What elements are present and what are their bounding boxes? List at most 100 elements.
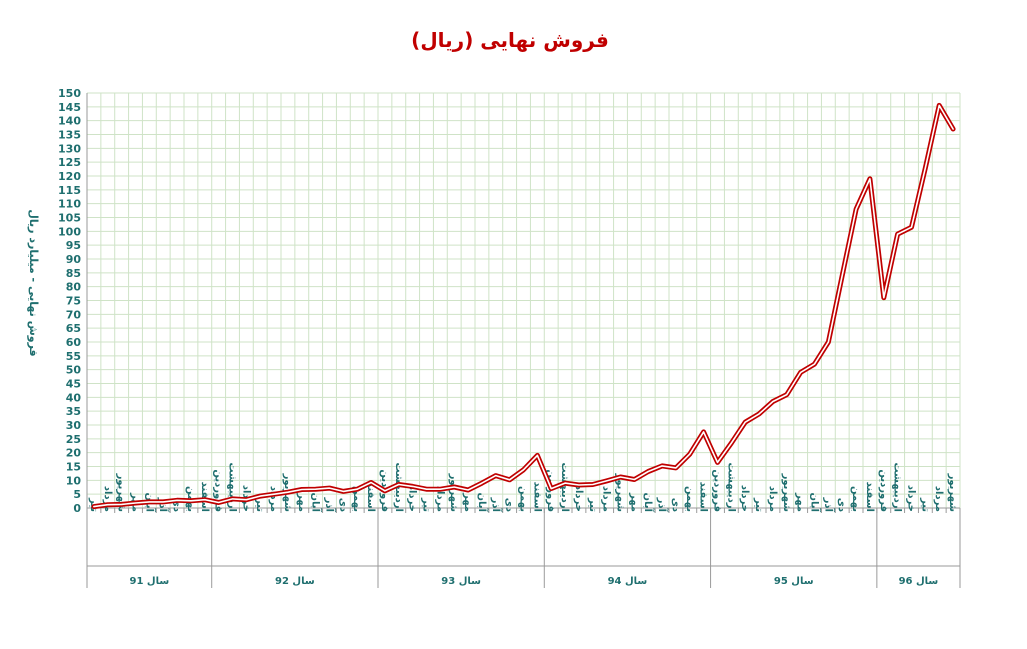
x-tick-label: شهریور: [116, 473, 127, 513]
y-tick-label: 135: [58, 129, 81, 142]
y-tick-label: 85: [66, 267, 81, 280]
y-tick-label: 55: [66, 350, 81, 363]
year-group-label: سال 94: [608, 576, 648, 587]
x-tick-label: مرداد: [102, 486, 113, 512]
x-tick-label: مرداد: [601, 486, 612, 512]
year-group-label: سال 96: [899, 576, 939, 587]
y-tick-label: 130: [58, 142, 81, 155]
x-tick-label: اردیبهشت: [892, 462, 903, 512]
x-tick-label: بهمن: [518, 486, 529, 512]
gridlines: [86, 92, 961, 509]
y-tick-label: 30: [66, 419, 82, 432]
x-tick-label: تیر: [421, 497, 432, 512]
y-tick-label: 0: [73, 502, 81, 515]
x-tick-label: اردیبهشت: [227, 462, 238, 512]
x-tick-label: فروردین: [712, 469, 723, 512]
y-tick-label: 90: [66, 253, 82, 266]
x-tick-label: آبان: [642, 493, 655, 513]
year-group-label: سال 91: [130, 576, 170, 587]
x-tick-label: آذر: [324, 497, 337, 513]
series-line-outer: [91, 102, 956, 510]
y-tick-label: 60: [66, 336, 82, 349]
y-tick-label: 105: [58, 212, 81, 225]
x-tick-label: اسفند: [531, 482, 542, 512]
x-tick-label: آبان: [476, 493, 489, 513]
year-group-label: سال 93: [441, 576, 481, 587]
x-tick-label: مرداد: [933, 486, 944, 512]
x-tick-label: خرداد: [739, 485, 750, 512]
year-group-label: سال 92: [275, 576, 315, 587]
x-tick-label: مهر: [462, 492, 473, 512]
x-tick-label: مهر: [628, 492, 639, 512]
x-tick-label: مهر: [296, 492, 307, 512]
x-tick-label: اسفند: [698, 482, 709, 512]
x-tick-label: دی: [836, 498, 847, 512]
x-tick-label: مرداد: [434, 486, 445, 512]
x-tick-label: آذر: [656, 497, 669, 513]
x-tick-label: مرداد: [268, 486, 279, 512]
x-tick-label: اسفند: [365, 482, 376, 512]
y-tick-label: 70: [66, 308, 82, 321]
x-tick-label: خرداد: [407, 485, 418, 512]
x-tick-label: خرداد: [573, 485, 584, 512]
x-tick-label: آذر: [822, 497, 835, 513]
x-tick-label: شهریور: [448, 473, 459, 513]
x-tick-label: تیر: [254, 497, 265, 512]
y-tick-label: 40: [66, 391, 82, 404]
y-tick-label: 25: [66, 433, 81, 446]
y-tick-label: 100: [58, 225, 81, 238]
x-tick-label: دی: [171, 498, 182, 512]
y-tick-label: 50: [66, 364, 82, 377]
y-tick-label: 115: [58, 184, 81, 197]
y-tick-label: 145: [58, 101, 81, 114]
y-axis-label: فروش نهایی - میلیارد ریال: [27, 209, 40, 356]
x-tick-label: تیر: [919, 497, 930, 512]
y-tick-label: 35: [66, 405, 81, 418]
x-tick-label: شهریور: [947, 473, 958, 513]
x-tick-label: بهمن: [684, 486, 695, 512]
y-tick-label: 5: [73, 488, 81, 501]
y-tick-label: 120: [58, 170, 81, 183]
y-tick-label: 20: [66, 447, 82, 460]
x-tick-label: خرداد: [906, 485, 917, 512]
series-line-inner: [93, 104, 954, 508]
x-tick-label: مهر: [795, 492, 806, 512]
x-tick-label: آبان: [310, 493, 323, 513]
x-tick-label: بهمن: [850, 486, 861, 512]
x-tick-label: فروردین: [213, 469, 224, 512]
y-tick-label: 15: [66, 461, 81, 474]
y-tick-label: 125: [58, 156, 81, 169]
x-tick-label: آبان: [809, 493, 822, 513]
x-tick-label: دی: [670, 498, 681, 512]
x-tick-label: تیر: [753, 497, 764, 512]
y-tick-label: 110: [58, 198, 81, 211]
y-tick-label: 10: [66, 474, 82, 487]
x-tick-label: بهمن: [351, 486, 362, 512]
x-tick-label: دی: [337, 498, 348, 512]
y-axis-tick-labels: 0510152025303540455055606570758085909510…: [58, 87, 81, 515]
x-tick-label: اسفند: [864, 482, 875, 512]
y-tick-label: 65: [66, 322, 81, 335]
x-tick-label: شهریور: [781, 473, 792, 513]
x-tick-label: آذر: [490, 497, 503, 513]
x-tick-label: فروردین: [878, 469, 889, 512]
y-tick-label: 45: [66, 378, 81, 391]
y-tick-label: 150: [58, 87, 81, 100]
series-final-sales: [91, 102, 956, 510]
x-tick-label: اردیبهشت: [725, 462, 736, 512]
year-group-label: سال 95: [774, 576, 814, 587]
y-tick-label: 95: [66, 239, 81, 252]
y-tick-label: 80: [66, 281, 82, 294]
x-tick-label: شهریور: [615, 473, 626, 513]
x-tick-label: دی: [504, 498, 515, 512]
x-tick-label: مرداد: [767, 486, 778, 512]
x-tick-label: اسفند: [199, 482, 210, 512]
x-tick-label: اردیبهشت: [559, 462, 570, 512]
x-axis-year-groups: سال 91 سال 92 سال 93 سال 94 سال 95 سال 96: [130, 576, 939, 587]
axes: [86, 93, 961, 588]
x-tick-label: تیر: [587, 497, 598, 512]
chart-title: فروش نهایی (ریال): [411, 28, 609, 52]
y-tick-label: 140: [58, 115, 81, 128]
y-tick-label: 75: [66, 295, 81, 308]
